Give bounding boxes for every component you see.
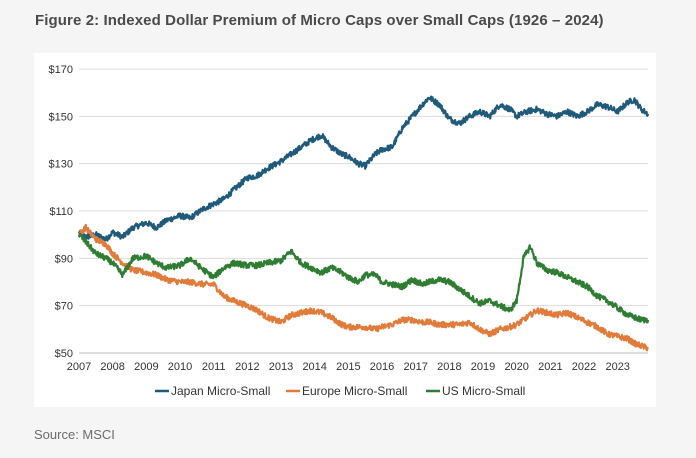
- legend: Japan Micro-Small Europe Micro-Small US Mi…: [155, 384, 525, 398]
- series-line-japan-micro-small: [77, 95, 650, 242]
- y-tick-label: $50: [55, 348, 73, 360]
- y-tick-label: $110: [49, 206, 73, 218]
- y-tick-label: $150: [49, 111, 73, 123]
- x-tick-label: 2007: [67, 361, 91, 373]
- line-chart: $50$70$90$110$130$150$170 2007 2008 2009 20…: [49, 64, 650, 398]
- x-tick-label: 2008: [100, 361, 124, 373]
- x-tick-label: 2009: [134, 361, 158, 373]
- x-tick-label: 2014: [302, 361, 326, 373]
- x-tick-label: 2013: [269, 361, 293, 373]
- series-line-europe-micro-small: [78, 223, 649, 352]
- x-tick-label: 2011: [202, 361, 226, 373]
- y-tick-label: $70: [55, 301, 73, 313]
- y-tick-label: $130: [49, 159, 73, 171]
- x-tick-label: 2022: [572, 361, 596, 373]
- legend-label: Europe Micro-Small: [302, 384, 407, 398]
- x-tick-label: 2012: [235, 361, 259, 373]
- figure-title: Figure 2: Indexed Dollar Premium of Micr…: [35, 12, 604, 29]
- x-tick-label: 2016: [370, 361, 394, 373]
- legend-label: US Micro-Small: [442, 384, 525, 398]
- legend-label: Japan Micro-Small: [171, 384, 270, 398]
- gridlines: [79, 68, 648, 307]
- y-tick-label: $90: [55, 253, 73, 265]
- y-tick-label: $170: [49, 64, 73, 76]
- x-tick-label: 2020: [504, 361, 528, 373]
- x-tick-label: 2023: [605, 361, 629, 373]
- series-lines: [77, 95, 650, 352]
- x-axis-tick-labels: 2007 2008 2009 2010 2011 2012 2013 2014 2015 2016…: [67, 361, 630, 373]
- x-tick-label: 2015: [336, 361, 360, 373]
- x-tick-label: 2010: [168, 361, 192, 373]
- source-note: Source: MSCI: [34, 427, 115, 442]
- x-tick-label: 2019: [471, 361, 495, 373]
- y-axis-tick-labels: $50 $70 $90 $110 $130 $150 $170: [49, 64, 73, 360]
- x-tick-label: 2021: [538, 361, 562, 373]
- x-tick-label: 2017: [403, 361, 427, 373]
- chart-panel: $50 $70 $90 $110 $130 $150 $170 2007 2008 2009 20…: [34, 53, 656, 407]
- series-line-us-micro-small: [77, 232, 650, 324]
- x-tick-label: 2018: [437, 361, 461, 373]
